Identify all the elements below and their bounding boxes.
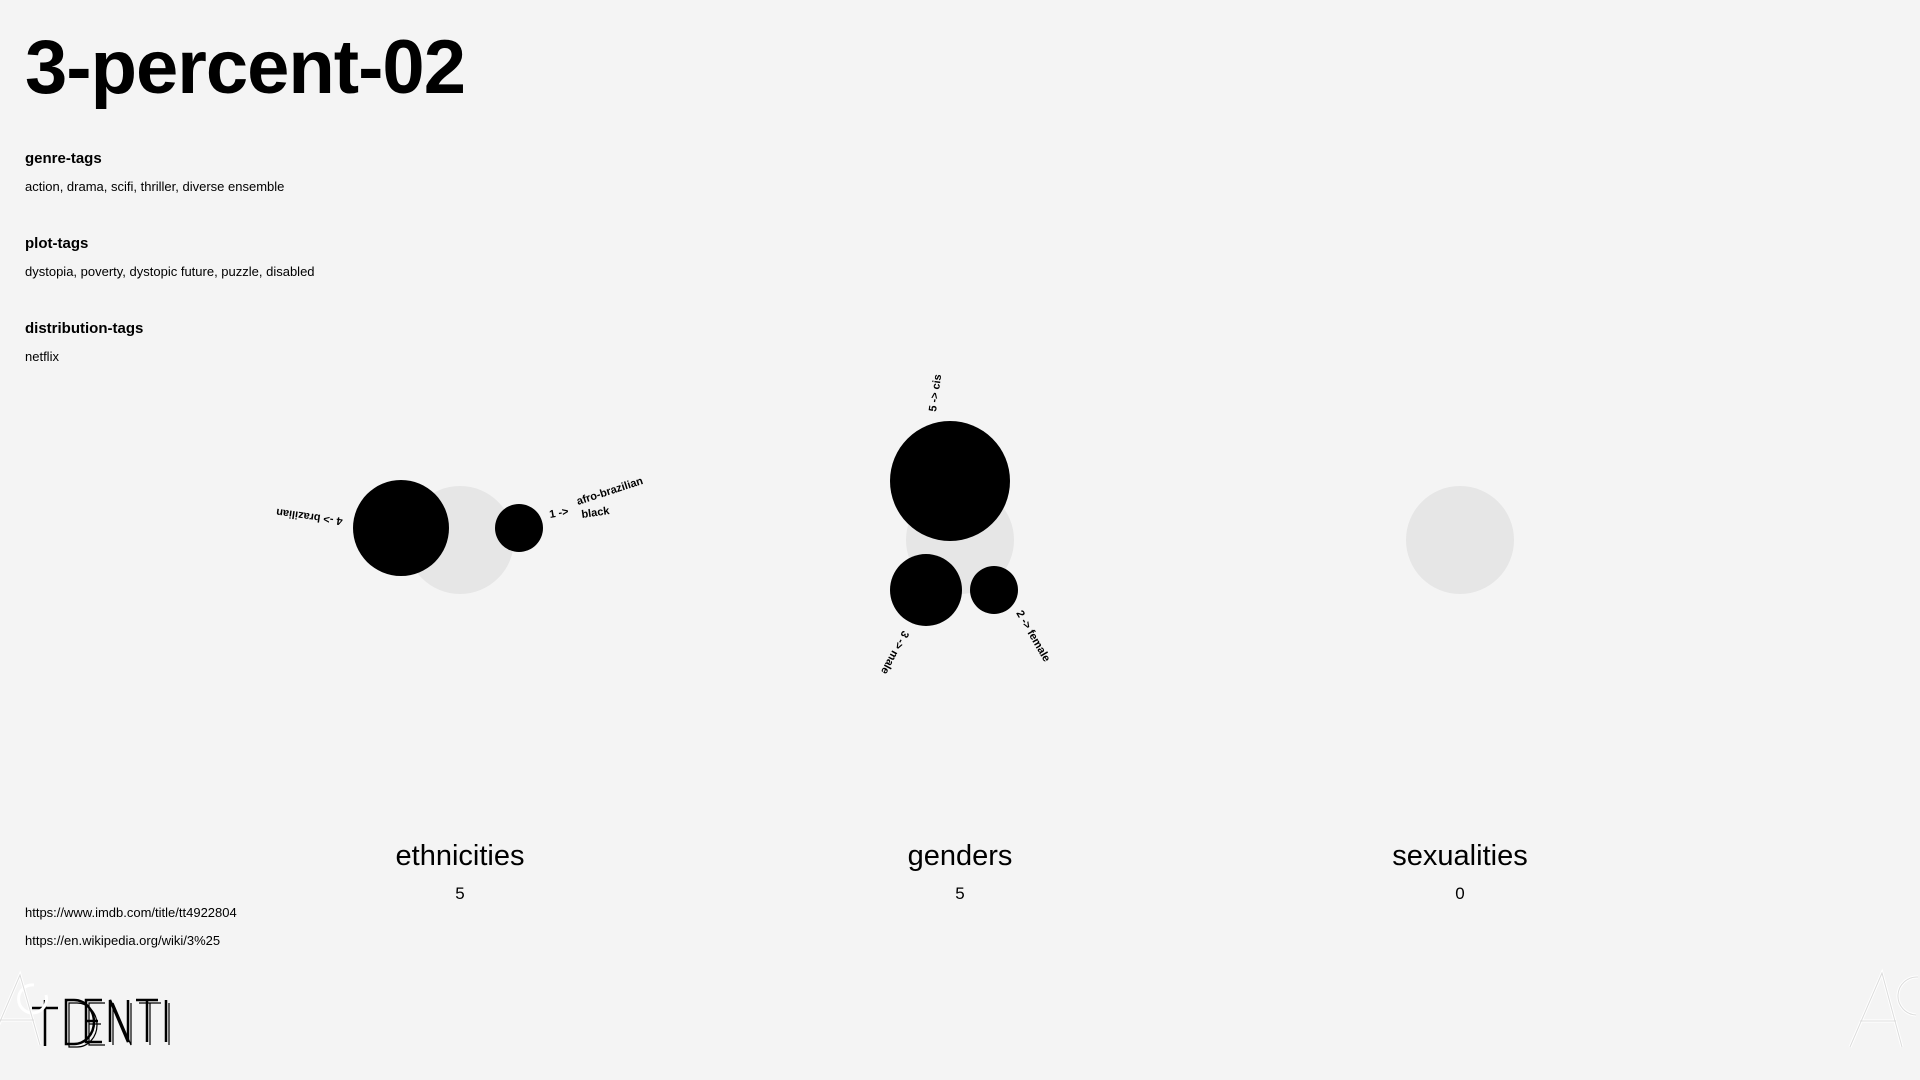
ethnicities-label: ethnicities	[395, 840, 525, 872]
genre-tags-section: genre-tags action, drama, scifi, thrille…	[25, 150, 284, 194]
page-title: 3-percent-02	[25, 25, 466, 110]
a6-watermark-right-icon	[1848, 968, 1919, 1048]
plot-tags-heading: plot-tags	[25, 235, 89, 252]
gender-label-female: 2 -> female	[1013, 609, 1052, 665]
plot-tags-section: plot-tags dystopia, poverty, dystopic fu…	[25, 235, 315, 279]
gender-label-cis: 5 -> cis	[927, 374, 944, 413]
genre-tags-values: action, drama, scifi, thriller, diverse …	[25, 179, 285, 194]
plot-tags-values: dystopia, poverty, dystopic future, puzz…	[25, 264, 315, 279]
wikipedia-link[interactable]: https://en.wikipedia.org/wiki/3%25	[25, 933, 221, 948]
ethnicity-bubble-afro-brazilian[interactable]	[495, 504, 543, 552]
distribution-tags-heading: distribution-tags	[25, 320, 144, 337]
ethnicity-label-brazilian: 4 -> brazilian	[275, 506, 343, 527]
identi-logo	[32, 998, 170, 1048]
imdb-link[interactable]: https://www.imdb.com/title/tt4922804	[25, 905, 237, 920]
gender-bubble-female[interactable]	[970, 566, 1018, 614]
ethnicity-label-afro-brazilian-line2: black	[581, 505, 611, 521]
sexualities-ghost-circle	[1406, 486, 1514, 594]
genders-label: genders	[907, 840, 1013, 872]
genders-count: 5	[955, 884, 965, 903]
sexualities-count: 0	[1455, 884, 1465, 903]
ethnicities-count: 5	[455, 884, 465, 903]
ethnicity-label-afro-brazilian-line1: afro-brazilian	[575, 475, 645, 508]
ethnicity-bubble-brazilian[interactable]	[353, 480, 449, 576]
sexualities-label: sexualities	[1392, 840, 1528, 872]
ethnicity-label-afro-brazilian-count: 1 ->	[548, 506, 569, 521]
gender-label-male: 3 -> male	[878, 629, 911, 676]
distribution-tags-section: distribution-tags netflix	[25, 320, 143, 364]
genre-tags-heading: genre-tags	[25, 150, 102, 167]
distribution-tags-values: netflix	[25, 349, 59, 364]
gender-bubble-male[interactable]	[890, 554, 962, 626]
gender-bubble-cis[interactable]	[890, 421, 1010, 541]
a6-watermark-left-icon	[0, 970, 49, 1046]
